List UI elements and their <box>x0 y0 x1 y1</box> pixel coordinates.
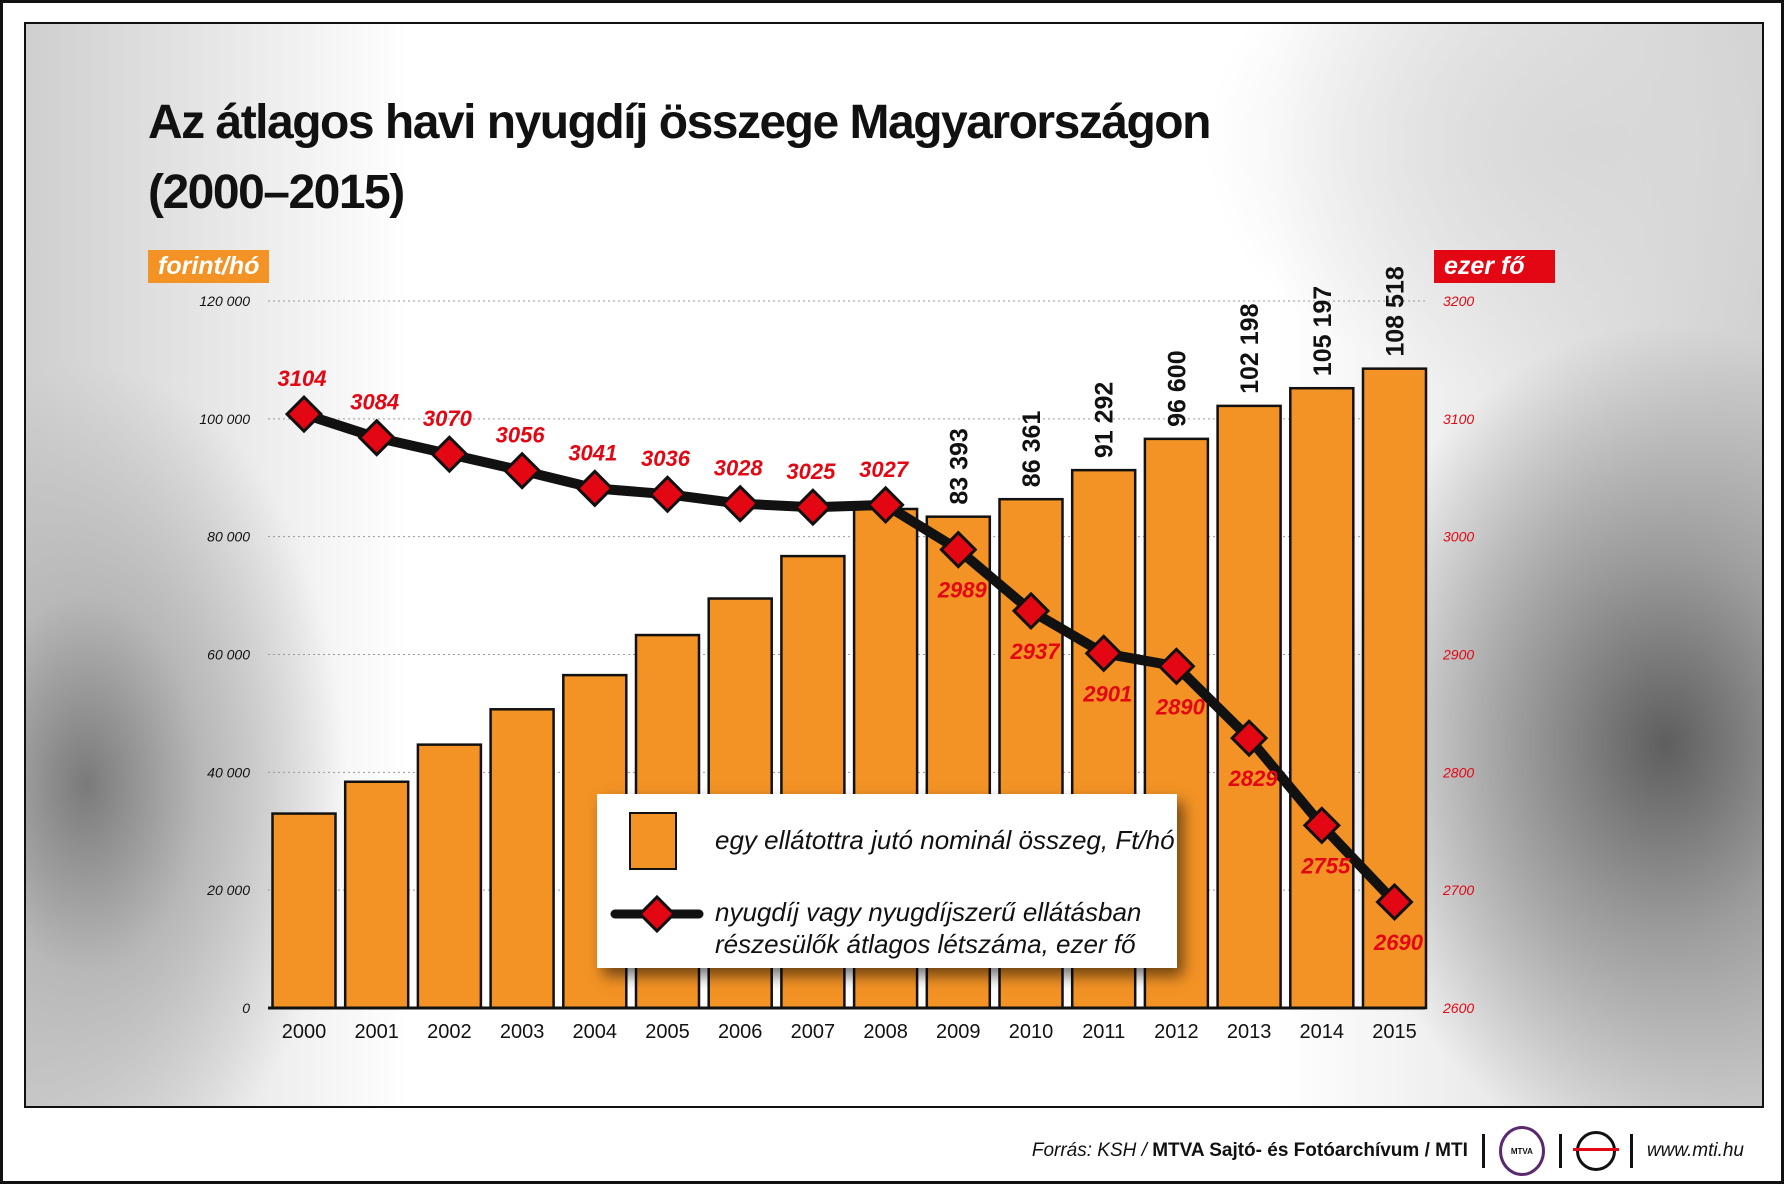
right-tick-label: 3200 <box>1443 293 1474 309</box>
legend-line-swatch <box>610 894 704 934</box>
x-tick-label: 2010 <box>1009 1021 1054 1043</box>
right-tick-label: 2600 <box>1442 1000 1474 1016</box>
mti-logo <box>1572 1131 1619 1171</box>
bar <box>416 743 483 1010</box>
bar-value-label: 83 393 <box>945 428 973 504</box>
line-value-label: 3070 <box>423 406 473 431</box>
right-tick-label: 2800 <box>1442 764 1474 780</box>
left-tick-label: 60 000 <box>207 647 250 663</box>
right-tick-label: 2700 <box>1442 882 1474 898</box>
bar <box>343 780 410 1010</box>
x-tick-label: 2002 <box>427 1021 472 1043</box>
bar <box>1216 404 1282 1010</box>
line-value-label: 3056 <box>496 423 546 448</box>
bar-value-label: 86 361 <box>1018 411 1046 488</box>
line-marker <box>793 488 832 527</box>
left-tick-label: 0 <box>242 1000 250 1016</box>
line-value-label: 2901 <box>1082 681 1132 706</box>
line-series <box>302 409 1399 906</box>
line-value-label: 2890 <box>1155 694 1206 719</box>
legend-bar-swatch <box>629 812 677 870</box>
title-line-2: (2000–2015) <box>148 166 405 219</box>
line-marker <box>1230 719 1269 758</box>
separator <box>1629 1134 1633 1168</box>
x-tick-label: 2015 <box>1372 1021 1417 1043</box>
line-value-label: 3041 <box>568 440 617 465</box>
line-marker <box>721 484 760 523</box>
right-axis-unit: ezer fő <box>1434 250 1555 283</box>
source-credit: MTVA Sajtó- és Fotóarchívum / MTI <box>1152 1140 1468 1161</box>
legend-line-label-2: részesülők átlagos létszáma, ezer fő <box>715 929 1136 959</box>
legend-bar-label: egy ellátottra jutó nominál összeg, Ft/h… <box>715 825 1175 855</box>
line-value-label: 3084 <box>350 390 399 415</box>
right-tick-label: 3000 <box>1443 529 1474 545</box>
line-marker <box>1375 882 1414 922</box>
left-tick-label: 100 000 <box>199 411 250 427</box>
bar-value-label: 102 198 <box>1236 303 1264 393</box>
left-tick-label: 120 000 <box>199 293 250 309</box>
line-value-label: 2989 <box>937 578 988 603</box>
line-value-label: 2937 <box>1010 639 1062 664</box>
x-tick-label: 2012 <box>1154 1021 1199 1043</box>
left-axis-unit: forint/hó <box>148 250 270 283</box>
line-value-label: 2829 <box>1228 766 1279 791</box>
line-marker <box>430 435 469 474</box>
line-value-label: 2690 <box>1373 930 1424 955</box>
left-tick-label: 40 000 <box>207 764 250 780</box>
right-tick-label: 3100 <box>1443 411 1474 427</box>
line-value-label: 3027 <box>859 457 910 482</box>
mtva-logo: MTVA <box>1498 1126 1545 1176</box>
line-marker <box>503 451 542 490</box>
line-marker <box>1084 634 1123 673</box>
line-marker <box>1302 806 1341 845</box>
line-marker <box>866 485 905 524</box>
x-tick-label: 2006 <box>718 1021 763 1043</box>
bar <box>271 812 337 1010</box>
line-value-label: 2755 <box>1300 853 1351 878</box>
legend-line-label-1: nyugdíj vagy nyugdíjszerű ellátásban <box>715 897 1142 927</box>
line-marker <box>939 530 978 569</box>
x-tick-label: 2011 <box>1082 1021 1125 1043</box>
x-tick-label: 2007 <box>791 1021 836 1043</box>
x-tick-label: 2014 <box>1300 1021 1345 1043</box>
left-tick-label: 20 000 <box>206 882 250 898</box>
left-tick-label: 80 000 <box>207 529 250 545</box>
line-value-label: 3025 <box>786 459 836 484</box>
x-tick-label: 2001 <box>354 1021 399 1043</box>
separator <box>1558 1134 1562 1168</box>
x-tick-label: 2005 <box>645 1021 690 1043</box>
line-value-label: 3028 <box>714 456 764 481</box>
line-marker <box>648 475 687 514</box>
bar-value-label: 91 292 <box>1091 382 1119 458</box>
legend: egy ellátottra jutó nominál összeg, Ft/h… <box>597 794 1177 968</box>
x-tick-label: 2004 <box>573 1021 618 1043</box>
separator <box>1481 1134 1485 1168</box>
x-tick-label: 2008 <box>863 1021 908 1043</box>
source-prefix: Forrás: KSH / <box>1031 1140 1153 1161</box>
line-marker <box>1011 591 1051 630</box>
x-tick-label: 2013 <box>1227 1021 1272 1043</box>
line-marker <box>575 469 614 508</box>
x-tick-label: 2003 <box>500 1021 545 1043</box>
bar <box>1289 386 1355 1010</box>
bar-value-label: 105 197 <box>1309 286 1337 376</box>
chart-title: Az átlagos havi nyugdíj összege Magyaror… <box>148 88 1211 228</box>
right-tick-label: 2900 <box>1442 647 1474 663</box>
line-marker <box>284 395 324 434</box>
title-line-1: Az átlagos havi nyugdíj összege Magyaror… <box>148 96 1211 149</box>
x-tick-label: 2009 <box>936 1021 981 1043</box>
mtva-logo-text: MTVA <box>1510 1146 1533 1156</box>
line-value-label: 3036 <box>641 446 691 471</box>
x-tick-label: 2000 <box>282 1021 327 1043</box>
bar-value-label: 96 600 <box>1163 350 1191 426</box>
bar <box>489 708 555 1010</box>
line-marker <box>357 418 396 457</box>
line-marker <box>1157 647 1196 686</box>
bar-value-label: 108 518 <box>1382 266 1410 356</box>
website-url: www.mti.hu <box>1646 1140 1744 1161</box>
line-value-label: 3104 <box>278 366 327 391</box>
footer: Forrás: KSH / MTVA Sajtó- és Fotóarchívu… <box>1032 1126 1744 1176</box>
